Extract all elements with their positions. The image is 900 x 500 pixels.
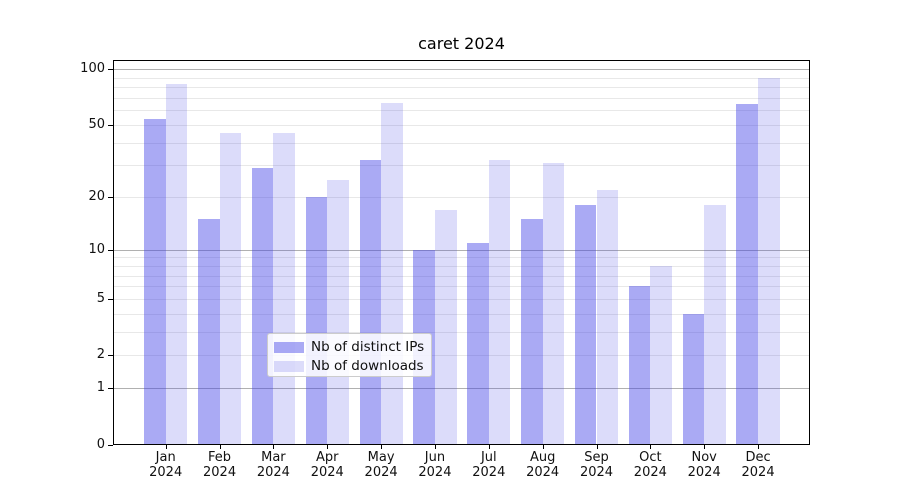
- bar-apr-distinct-ips: [305, 197, 328, 445]
- x-tick-label-oct: Oct 2024: [633, 450, 667, 480]
- bar-jan-downloads: [165, 84, 188, 445]
- minor-gridline: [113, 265, 810, 267]
- x-tick-mark: [650, 445, 652, 449]
- bar-sep-downloads: [596, 189, 619, 445]
- y-tick-label: 10: [88, 241, 105, 257]
- legend: Nb of distinct IPs Nb of downloads: [267, 333, 432, 377]
- bar-oct-distinct-ips: [628, 286, 651, 445]
- x-tick-label-apr: Apr 2024: [310, 450, 344, 480]
- bar-aug-distinct-ips: [521, 219, 543, 445]
- bar-jun-downloads: [434, 209, 457, 445]
- minor-gridline: [113, 197, 810, 199]
- bar-mar-distinct-ips: [251, 168, 274, 445]
- x-tick-label-aug: Aug 2024: [526, 450, 560, 480]
- plot-area: [113, 60, 810, 445]
- minor-gridline: [113, 331, 810, 333]
- x-tick-mark: [273, 445, 275, 449]
- bar-dec-downloads: [758, 77, 780, 445]
- x-tick-mark: [381, 445, 383, 449]
- y-tick-mark: [108, 444, 113, 446]
- x-tick-mark: [596, 445, 598, 449]
- chart-title: caret 2024: [418, 34, 505, 53]
- bar-jul-distinct-ips: [467, 242, 489, 445]
- x-tick-label-jul: Jul 2024: [472, 450, 506, 480]
- x-tick-label-nov: Nov 2024: [687, 450, 721, 480]
- y-tick-label: 5: [96, 290, 105, 306]
- x-tick-label-jun: Jun 2024: [418, 450, 452, 480]
- x-tick-mark: [327, 445, 329, 449]
- bar-feb-downloads: [219, 133, 242, 445]
- right-spine: [809, 60, 810, 445]
- minor-gridline: [113, 165, 810, 167]
- x-tick-label-jan: Jan 2024: [149, 450, 183, 480]
- x-tick-mark: [542, 445, 544, 449]
- legend-swatch-distinct-ips-icon: [274, 342, 304, 353]
- major-gridline: [113, 388, 810, 390]
- minor-gridline: [113, 98, 810, 100]
- x-tick-mark: [165, 445, 167, 449]
- minor-gridline: [113, 286, 810, 288]
- x-tick-label-feb: Feb 2024: [203, 450, 237, 480]
- y-tick-label: 1: [96, 380, 105, 396]
- legend-swatch-downloads-icon: [274, 361, 304, 372]
- left-spine: [113, 60, 114, 445]
- y-tick-label: 50: [88, 117, 105, 132]
- x-tick-mark: [758, 445, 760, 449]
- bar-aug-downloads: [542, 162, 565, 445]
- legend-entry-downloads: Nb of downloads: [268, 358, 431, 374]
- minor-gridline: [113, 110, 810, 112]
- bar-may-distinct-ips: [359, 160, 382, 445]
- minor-gridline: [113, 125, 810, 126]
- y-tick-mark: [108, 69, 113, 71]
- minor-gridline: [113, 77, 810, 79]
- bar-jan-distinct-ips: [144, 118, 166, 445]
- x-tick-mark: [434, 445, 436, 449]
- y-tick-mark: [108, 355, 113, 357]
- top-spine: [113, 60, 810, 61]
- bar-nov-distinct-ips: [682, 313, 705, 445]
- bar-mar-downloads: [273, 133, 295, 445]
- bar-nov-downloads: [704, 205, 726, 445]
- bar-jul-downloads: [488, 160, 511, 445]
- y-tick-mark: [108, 249, 113, 251]
- minor-gridline: [113, 142, 810, 144]
- y-tick-mark: [108, 388, 113, 390]
- x-tick-label-sep: Sep 2024: [579, 450, 614, 480]
- y-tick-label: 100: [80, 61, 105, 77]
- y-tick-label: 0: [96, 436, 105, 452]
- legend-label-distinct-ips: Nb of distinct IPs: [311, 339, 425, 355]
- minor-gridline: [113, 298, 810, 300]
- y-tick-mark: [108, 197, 113, 199]
- y-tick-label: 20: [88, 189, 105, 205]
- bar-oct-downloads: [650, 265, 672, 445]
- bottom-spine: [113, 444, 810, 445]
- bar-dec-distinct-ips: [736, 104, 759, 445]
- minor-gridline: [113, 275, 810, 277]
- minor-gridline: [113, 87, 810, 89]
- legend-label-downloads: Nb of downloads: [311, 358, 424, 374]
- y-tick-mark: [108, 125, 113, 126]
- major-gridline: [113, 69, 810, 71]
- bar-apr-downloads: [327, 179, 349, 445]
- bar-may-downloads: [381, 102, 403, 445]
- minor-gridline: [113, 313, 810, 315]
- x-tick-mark: [219, 445, 221, 449]
- major-gridline: [113, 249, 810, 251]
- minor-gridline: [113, 257, 810, 259]
- y-tick-mark: [108, 298, 113, 300]
- x-tick-label-mar: Mar 2024: [256, 450, 290, 480]
- legend-entry-distinct-ips: Nb of distinct IPs: [268, 339, 431, 355]
- bar-sep-distinct-ips: [574, 205, 597, 445]
- x-tick-mark: [704, 445, 706, 449]
- y-tick-label: 2: [96, 347, 105, 363]
- minor-gridline: [113, 355, 810, 357]
- x-tick-label-may: May 2024: [364, 450, 398, 480]
- bar-feb-distinct-ips: [197, 219, 220, 445]
- x-tick-mark: [488, 445, 490, 449]
- x-tick-label-dec: Dec 2024: [741, 450, 775, 480]
